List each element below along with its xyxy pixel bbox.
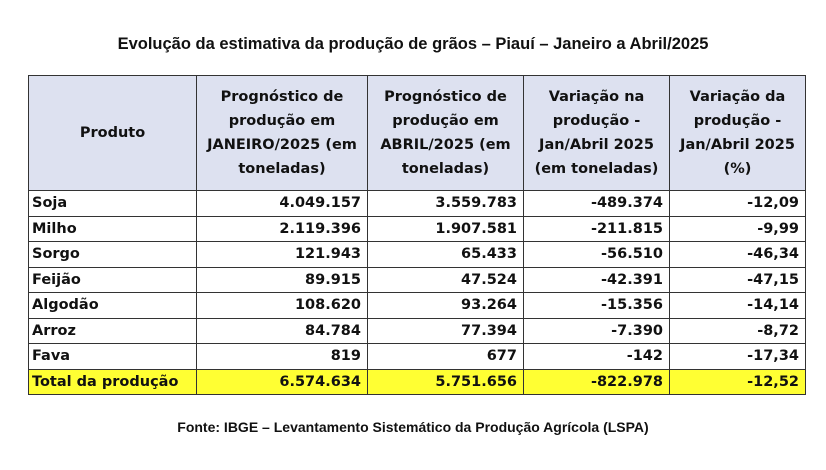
value-cell: -142 — [523, 343, 670, 370]
value-cell: -8,72 — [669, 317, 806, 344]
product-name: Milho — [28, 215, 197, 242]
value-cell: 93.264 — [367, 292, 524, 319]
value-cell: -12,52 — [669, 368, 806, 395]
table-row: Soja 4.049.157 3.559.783 -489.374 -12,09 — [28, 190, 806, 217]
product-name: Sorgo — [28, 241, 197, 268]
value-cell: -9,99 — [669, 215, 806, 242]
value-cell: 5.751.656 — [367, 368, 524, 395]
header-abril: Prognóstico de produção em ABRIL/2025 (e… — [367, 75, 524, 191]
product-name: Total da produção — [28, 368, 197, 395]
value-cell: 47.524 — [367, 266, 524, 293]
value-cell: 84.784 — [196, 317, 368, 344]
table-row: Milho 2.119.396 1.907.581 -211.815 -9,99 — [28, 215, 806, 242]
value-cell: 77.394 — [367, 317, 524, 344]
table-row: Fava 819 677 -142 -17,34 — [28, 343, 806, 370]
value-cell: 89.915 — [196, 266, 368, 293]
value-cell: -17,34 — [669, 343, 806, 370]
value-cell: 819 — [196, 343, 368, 370]
value-cell: -14,14 — [669, 292, 806, 319]
product-name: Algodão — [28, 292, 197, 319]
value-cell: 2.119.396 — [196, 215, 368, 242]
product-name: Fava — [28, 343, 197, 370]
value-cell: -12,09 — [669, 190, 806, 217]
value-cell: 6.574.634 — [196, 368, 368, 395]
value-cell: 3.559.783 — [367, 190, 524, 217]
value-cell: -42.391 — [523, 266, 670, 293]
header-produto: Produto — [28, 75, 197, 191]
total-row: Total da produção 6.574.634 5.751.656 -822.… — [28, 368, 806, 395]
table-title: Evolução da estimativa da produção de gr… — [117, 35, 709, 53]
value-cell: 1.907.581 — [367, 215, 524, 242]
value-cell: -15.356 — [523, 292, 670, 319]
table-row: Algodão 108.620 93.264 -15.356 -14,14 — [28, 292, 806, 319]
value-cell: 677 — [367, 343, 524, 370]
value-cell: -489.374 — [523, 190, 670, 217]
value-cell: -211.815 — [523, 215, 670, 242]
product-name: Soja — [28, 190, 197, 217]
product-name: Feijão — [28, 266, 197, 293]
value-cell: -7.390 — [523, 317, 670, 344]
value-cell: -46,34 — [669, 241, 806, 268]
table-row: Sorgo 121.943 65.433 -56.510 -46,34 — [28, 241, 806, 268]
table-row: Arroz 84.784 77.394 -7.390 -8,72 — [28, 317, 806, 344]
value-cell: -47,15 — [669, 266, 806, 293]
product-name: Arroz — [28, 317, 197, 344]
value-cell: 108.620 — [196, 292, 368, 319]
value-cell: 65.433 — [367, 241, 524, 268]
value-cell: 4.049.157 — [196, 190, 368, 217]
header-row: Produto Prognóstico de produção em JANEI… — [28, 75, 806, 191]
header-janeiro: Prognóstico de produção em JANEIRO/2025 … — [196, 75, 368, 191]
value-cell: -822.978 — [523, 368, 670, 395]
value-cell: -56.510 — [523, 241, 670, 268]
header-variacao-pct: Variação da produção - Jan/Abril 2025 (%… — [669, 75, 806, 191]
grain-production-table: Produto Prognóstico de produção em JANEI… — [28, 75, 806, 395]
table-row: Feijão 89.915 47.524 -42.391 -47,15 — [28, 266, 806, 293]
header-variacao-ton: Variação na produção - Jan/Abril 2025 (e… — [523, 75, 670, 191]
value-cell: 121.943 — [196, 241, 368, 268]
source-note: Fonte: IBGE – Levantamento Sistemático d… — [177, 419, 649, 435]
